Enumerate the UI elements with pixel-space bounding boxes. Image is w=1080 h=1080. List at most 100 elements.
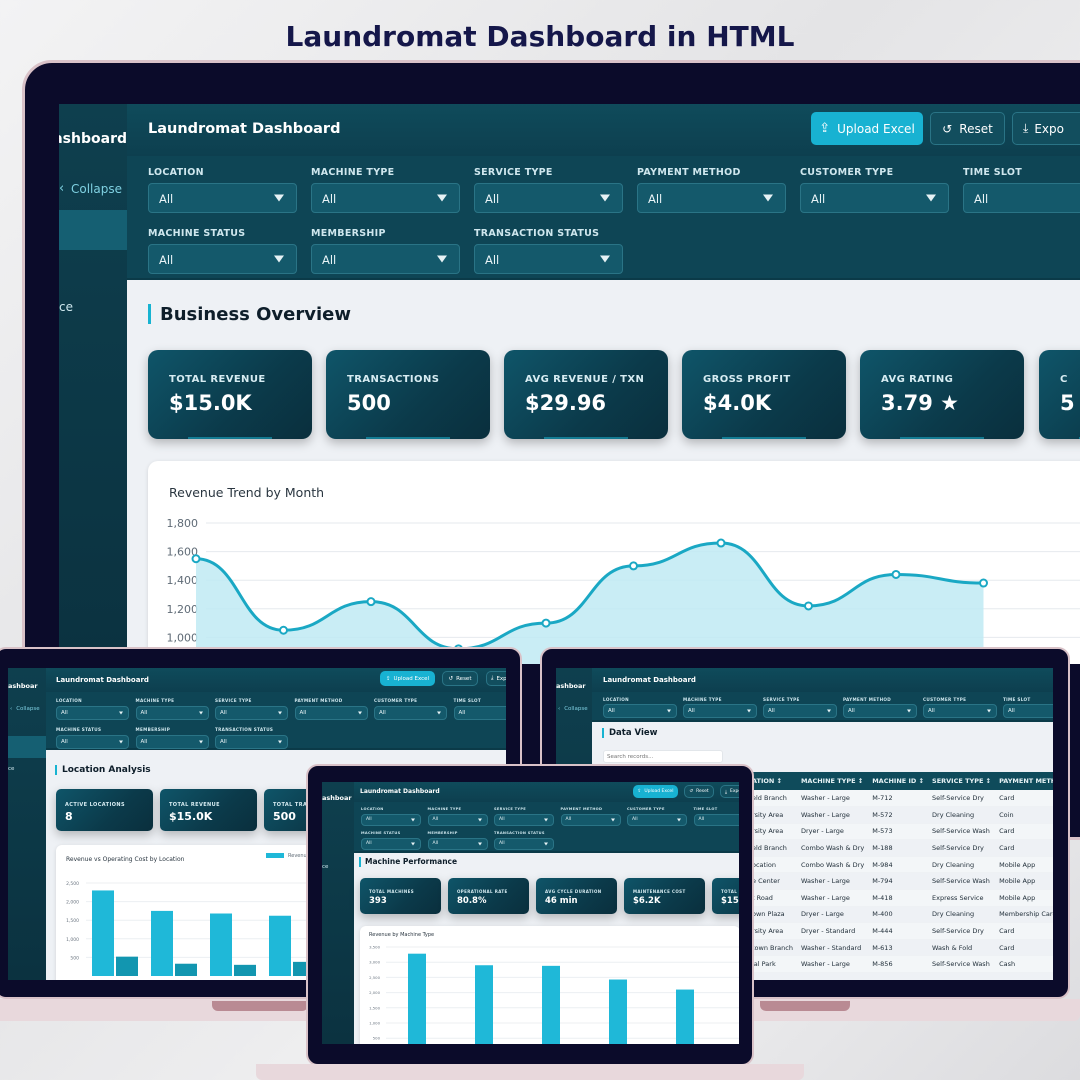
bar-cost[interactable] xyxy=(175,963,197,976)
filter-select[interactable]: All xyxy=(215,706,288,720)
table-row[interactable]: ocation Combo Wash & Dry M-984 Dry Cleaning… xyxy=(748,856,1053,874)
filter-select[interactable]: All xyxy=(427,814,488,826)
filter-label: MACHINE TYPE xyxy=(427,807,462,811)
filter-select[interactable]: All xyxy=(800,183,949,213)
bar[interactable] xyxy=(475,965,493,1044)
filter-select[interactable]: All xyxy=(560,814,621,826)
filter-select[interactable]: All xyxy=(474,244,623,274)
column-header[interactable]: SERVICE TYPE ↕ xyxy=(928,772,996,790)
bar-cost[interactable] xyxy=(116,956,138,976)
filter-select[interactable]: All xyxy=(215,735,288,749)
filter-select[interactable]: All xyxy=(474,183,623,213)
filter-select[interactable]: All xyxy=(135,735,209,749)
trend-point[interactable] xyxy=(541,618,551,628)
filter-select[interactable]: All xyxy=(843,704,917,718)
filter-label: MACHINE STATUS xyxy=(148,228,246,239)
bar[interactable] xyxy=(609,979,627,1044)
table-row[interactable]: eld Branch Combo Wash & Dry M-188 Self-Serv… xyxy=(748,839,1053,857)
filter-select[interactable]: All xyxy=(56,735,129,749)
reset-button[interactable]: ↺ Reset xyxy=(442,671,478,686)
filter-select[interactable]: All xyxy=(763,704,837,718)
filter-select[interactable]: All xyxy=(683,704,757,718)
table-cell: eld Branch xyxy=(748,790,797,808)
export-button[interactable]: ⤓Expo xyxy=(1012,112,1080,145)
bar-cost[interactable] xyxy=(234,964,256,976)
bar-revenue[interactable] xyxy=(210,913,232,976)
sidebar-collapse-button[interactable]: ‹ Collapse xyxy=(59,176,127,204)
filter-select[interactable]: All xyxy=(427,838,488,850)
filter-select[interactable]: All xyxy=(361,814,421,826)
trend-point[interactable] xyxy=(366,597,376,607)
kpi-label: TOTAL RE xyxy=(721,888,739,894)
filter-select[interactable]: All xyxy=(361,838,421,850)
filter-select[interactable]: All xyxy=(374,706,447,720)
sidebar-collapse-button[interactable]: ‹ Collapse xyxy=(10,706,40,712)
filter-select[interactable]: All xyxy=(1003,704,1053,718)
filter-select[interactable]: All xyxy=(637,183,786,213)
filter-select[interactable]: All xyxy=(963,183,1080,213)
column-header[interactable]: PAYMENT METHOD ↕ xyxy=(995,772,1053,790)
sidebar-item-label[interactable]: ce xyxy=(59,300,73,314)
column-header[interactable]: MACHINE TYPE ↕ xyxy=(796,772,869,790)
bar[interactable] xyxy=(676,989,694,1044)
trend-point[interactable] xyxy=(804,601,813,611)
filter-select[interactable]: All xyxy=(923,704,997,718)
table-row[interactable]: rsity Area Dryer - Large M-573 Self-Service… xyxy=(748,823,1053,841)
filter-value: All xyxy=(140,710,148,716)
trend-point[interactable] xyxy=(716,538,726,548)
search-input[interactable] xyxy=(603,750,723,763)
filter-select[interactable]: All xyxy=(494,814,554,826)
table-row[interactable]: rsity Area Dryer - Standard M-444 Self-Serv… xyxy=(748,922,1053,940)
table-row[interactable]: own Plaza Dryer - Large M-400 Dry Cleaning M… xyxy=(748,906,1053,924)
reset-button[interactable]: ↺ Reset xyxy=(684,785,714,798)
filter-select[interactable]: All xyxy=(148,244,297,274)
upload-excel-button[interactable]: ⇪ Upload Excel xyxy=(380,671,435,686)
trend-point[interactable] xyxy=(629,561,638,571)
sidebar-item-label[interactable]: ce xyxy=(8,766,15,772)
sidebar-item-active[interactable] xyxy=(59,210,127,250)
table-row[interactable]: t Road Washer - Large M-418 Express Service… xyxy=(748,889,1053,907)
filter-select[interactable]: All xyxy=(135,706,209,720)
table-cell: M-613 xyxy=(868,939,929,957)
sidebar-item-active[interactable] xyxy=(8,736,46,758)
table-row[interactable]: town Branch Washer - Standard M-613 Wash & … xyxy=(748,939,1053,957)
filter-select[interactable]: All xyxy=(311,183,460,213)
upload-excel-button[interactable]: ⇪ Upload Excel xyxy=(811,112,923,145)
bar-revenue[interactable] xyxy=(151,910,173,976)
filter-select[interactable]: All xyxy=(494,838,554,850)
sidebar-item-label[interactable]: ce xyxy=(322,864,329,870)
export-button[interactable]: ⤓Expo xyxy=(486,671,506,686)
filter-select[interactable]: All xyxy=(56,706,129,720)
table-row[interactable]: e Center Washer - Large M-794 Self-Service … xyxy=(748,872,1053,891)
bar-revenue[interactable] xyxy=(269,915,291,976)
trend-point[interactable] xyxy=(979,578,988,588)
trend-point[interactable] xyxy=(191,554,201,564)
bar[interactable] xyxy=(408,953,426,1044)
bar-revenue[interactable] xyxy=(92,890,114,976)
chevron-down-icon xyxy=(907,709,911,713)
column-header[interactable]: ATION ↕ xyxy=(748,772,797,790)
upload-excel-button[interactable]: ⇪ Upload Excel xyxy=(633,785,678,798)
filter-select[interactable]: All xyxy=(311,244,460,274)
filter-value: All xyxy=(322,253,337,267)
section-title-data-view: Data View xyxy=(609,728,658,738)
filter-select[interactable]: All xyxy=(294,706,368,720)
export-button[interactable]: ⤓Expo xyxy=(720,785,739,798)
table-cell: eld Branch xyxy=(748,839,797,857)
filter-select[interactable]: All xyxy=(627,814,687,826)
filter-select[interactable]: All xyxy=(453,706,506,720)
table-row[interactable]: ial Park Washer - Large M-856 Self-Service … xyxy=(748,955,1053,974)
reset-button[interactable]: ↺ Reset xyxy=(930,112,1005,145)
table-row[interactable]: eld Branch Washer - Large M-712 Self-Servic… xyxy=(748,790,1053,808)
chevron-down-icon xyxy=(544,842,548,846)
trend-point[interactable] xyxy=(279,625,288,635)
sidebar-collapse-button[interactable]: ‹ Collapse xyxy=(558,706,588,712)
trend-point[interactable] xyxy=(891,569,901,579)
table-row[interactable]: rsity Area Washer - Large M-572 Dry Cleanin… xyxy=(748,806,1053,824)
filter-select[interactable]: All xyxy=(148,183,297,213)
filter-select[interactable]: All xyxy=(693,814,739,826)
filter-select[interactable]: All xyxy=(603,704,677,718)
y-tick-label: 1,000 xyxy=(66,937,79,943)
column-header[interactable]: MACHINE ID ↕ xyxy=(868,772,929,790)
bar[interactable] xyxy=(542,965,560,1044)
